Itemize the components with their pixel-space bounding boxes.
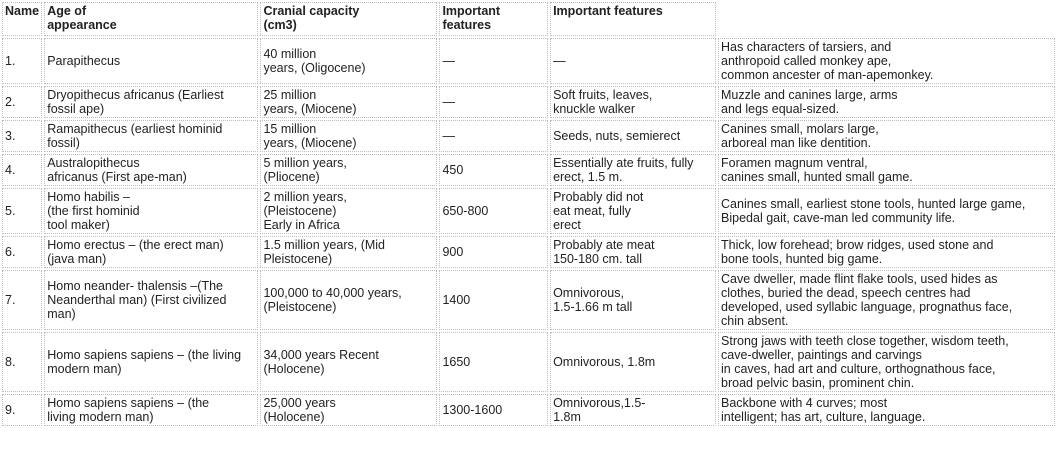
age-cell: 15 million years, (Miocene) [260, 120, 438, 152]
cranial-cell: — [439, 38, 549, 84]
cranial-cell: 650-800 [439, 188, 549, 234]
species-name: Homo sapiens sapiens – (the living moder… [44, 394, 259, 426]
features-cell: Omnivorous, 1.8m [550, 332, 717, 392]
features-cell: Seeds, nuts, semierect [550, 120, 717, 152]
header-cranial: Cranial capacity (cm3) [260, 2, 438, 36]
cranial-cell: 1400 [439, 270, 549, 330]
row-number: 5. [2, 188, 43, 234]
table-row: 4. Australopithecus africanus (First ape… [2, 154, 1055, 186]
row-number: 6. [2, 236, 43, 268]
header-important-features: Important features [550, 2, 717, 36]
features-cell: Omnivorous,1.5- 1.8m [550, 394, 717, 426]
row-number: 1. [2, 38, 43, 84]
cranial-cell: 1300-1600 [439, 394, 549, 426]
evolution-table: Name Age of appearance Cranial capacity … [2, 2, 1055, 426]
cranial-cell: — [439, 120, 549, 152]
table-row: 9. Homo sapiens sapiens – (the living mo… [2, 394, 1055, 426]
header-empty [718, 2, 1055, 36]
table-row: 8. Homo sapiens sapiens – (the living mo… [2, 332, 1055, 392]
header-name: Name [2, 2, 43, 36]
age-cell: 100,000 to 40,000 years, (Pleistocene) [260, 270, 438, 330]
cranial-cell: 1650 [439, 332, 549, 392]
table-row: 7. Homo neander- thalensis –(The Neander… [2, 270, 1055, 330]
features-cell: — [550, 38, 717, 84]
header-age: Age of appearance [44, 2, 259, 36]
traits-cell: Canines small, earliest stone tools, hun… [718, 188, 1055, 234]
traits-cell: Thick, low forehead; brow ridges, used s… [718, 236, 1055, 268]
table-row: 1. Parapithecus 40 million years, (Oligo… [2, 38, 1055, 84]
cranial-cell: 900 [439, 236, 549, 268]
features-cell: Essentially ate fruits, fully erect, 1.5… [550, 154, 717, 186]
traits-cell: Foramen magnum ventral, canines small, h… [718, 154, 1055, 186]
row-number: 2. [2, 86, 43, 118]
species-name: Homo erectus – (the erect man) (java man… [44, 236, 259, 268]
age-cell: 2 million years, (Pleistocene) Early in … [260, 188, 438, 234]
cranial-cell: — [439, 86, 549, 118]
traits-cell: Muzzle and canines large, arms and legs … [718, 86, 1055, 118]
species-name: Homo sapiens sapiens – (the living moder… [44, 332, 259, 392]
species-name: Parapithecus [44, 38, 259, 84]
species-name: Homo neander- thalensis –(The Neandertha… [44, 270, 259, 330]
features-cell: Probably ate meat 150-180 cm. tall [550, 236, 717, 268]
header-row: Name Age of appearance Cranial capacity … [2, 2, 1055, 36]
traits-cell: Canines small, molars large, arboreal ma… [718, 120, 1055, 152]
age-cell: 40 million years, (Oligocene) [260, 38, 438, 84]
row-number: 7. [2, 270, 43, 330]
table-row: 2. Dryopithecus africanus (Earliest foss… [2, 86, 1055, 118]
traits-cell: Backbone with 4 curves; most intelligent… [718, 394, 1055, 426]
header-features: Important features [439, 2, 549, 36]
row-number: 3. [2, 120, 43, 152]
age-cell: 5 million years, (Pliocene) [260, 154, 438, 186]
species-name: Dryopithecus africanus (Earliest fossil … [44, 86, 259, 118]
age-cell: 25,000 years (Holocene) [260, 394, 438, 426]
species-name: Ramapithecus (earliest hominid fossil) [44, 120, 259, 152]
species-name: Australopithecus africanus (First ape-ma… [44, 154, 259, 186]
traits-cell: Cave dweller, made flint flake tools, us… [718, 270, 1055, 330]
cranial-cell: 450 [439, 154, 549, 186]
table-row: 3. Ramapithecus (earliest hominid fossil… [2, 120, 1055, 152]
row-number: 4. [2, 154, 43, 186]
traits-cell: Strong jaws with teeth close together, w… [718, 332, 1055, 392]
traits-cell: Has characters of tarsiers, and anthropo… [718, 38, 1055, 84]
species-name: Homo habilis – (the first hominid tool m… [44, 188, 259, 234]
age-cell: 1.5 million years, (Mid Pleistocene) [260, 236, 438, 268]
row-number: 9. [2, 394, 43, 426]
features-cell: Probably did not eat meat, fully erect [550, 188, 717, 234]
features-cell: Omnivorous, 1.5-1.66 m tall [550, 270, 717, 330]
features-cell: Soft fruits, leaves, knuckle walker [550, 86, 717, 118]
age-cell: 25 million years, (Miocene) [260, 86, 438, 118]
table-row: 6. Homo erectus – (the erect man) (java … [2, 236, 1055, 268]
age-cell: 34,000 years Recent (Holocene) [260, 332, 438, 392]
row-number: 8. [2, 332, 43, 392]
table-row: 5. Homo habilis – (the first hominid too… [2, 188, 1055, 234]
